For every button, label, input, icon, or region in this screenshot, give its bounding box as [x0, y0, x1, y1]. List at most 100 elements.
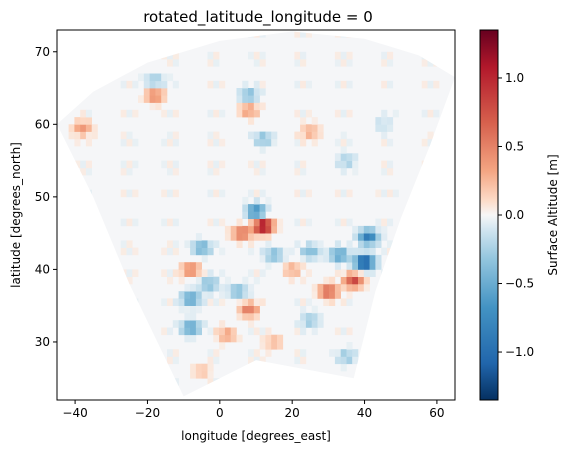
heatmap-cell — [161, 269, 168, 277]
heatmap-cell — [138, 95, 145, 103]
heatmap-cell — [80, 59, 87, 67]
heatmap-cell — [172, 349, 179, 357]
heatmap-cell — [329, 291, 336, 299]
heatmap-cell — [120, 189, 127, 198]
heatmap-cell — [317, 124, 324, 132]
heatmap-cell — [346, 349, 353, 357]
heatmap-cell — [346, 327, 353, 336]
heatmap-cell — [190, 320, 197, 328]
heatmap-cell — [74, 117, 81, 125]
heatmap-cell — [294, 80, 301, 89]
heatmap-cell — [375, 124, 382, 132]
heatmap-cell — [381, 80, 388, 89]
heatmap-cell — [74, 218, 81, 227]
heatmap-cell — [242, 298, 249, 306]
heatmap-cell — [329, 349, 336, 357]
heatmap-cell — [282, 254, 289, 263]
heatmap-cell — [381, 276, 388, 285]
heatmap-cell — [167, 160, 174, 169]
heatmap-cell — [155, 102, 162, 111]
heatmap-cell — [253, 80, 260, 89]
heatmap-cell — [305, 298, 312, 306]
heatmap-cell — [201, 240, 208, 248]
heatmap-cell — [120, 131, 127, 140]
heatmap-cell — [248, 204, 255, 212]
heatmap-cell — [387, 276, 394, 285]
heatmap-cell — [190, 298, 197, 306]
heatmap-cell — [195, 240, 202, 248]
heatmap-cell — [242, 283, 249, 292]
heatmap-cell — [195, 262, 202, 270]
heatmap-cell — [381, 31, 388, 38]
heatmap-cell — [329, 247, 336, 256]
heatmap-cell — [248, 189, 255, 198]
heatmap-cell — [427, 59, 434, 67]
heatmap-cell — [219, 189, 226, 198]
heatmap-cell — [253, 138, 260, 147]
heatmap-cell — [253, 349, 260, 357]
heatmap-cell — [300, 298, 307, 306]
heatmap-cell — [184, 312, 191, 321]
heatmap-cell — [161, 298, 168, 306]
heatmap-cell — [346, 80, 353, 89]
heatmap-cell — [120, 51, 127, 60]
heatmap-cell — [80, 167, 87, 176]
heatmap-cell — [242, 312, 249, 321]
heatmap-cell — [120, 59, 127, 67]
heatmap-cell — [248, 117, 255, 125]
heatmap-cell — [132, 378, 139, 386]
heatmap-cell — [207, 247, 214, 256]
heatmap-cell — [259, 167, 266, 176]
heatmap-cell — [120, 138, 127, 147]
heatmap-cell — [172, 218, 179, 227]
heatmap-cell — [132, 80, 139, 89]
heatmap-cell — [253, 102, 260, 111]
heatmap-cell — [363, 225, 370, 234]
heatmap-cell — [421, 349, 428, 357]
heatmap-cell — [253, 218, 260, 227]
heatmap-cell — [161, 138, 168, 147]
heatmap-cell — [178, 298, 185, 306]
heatmap-cell — [334, 269, 341, 277]
heatmap-cell — [167, 378, 174, 386]
heatmap-cell — [248, 298, 255, 306]
heatmap-cell — [427, 298, 434, 306]
heatmap-cell — [259, 269, 266, 277]
heatmap-cell — [213, 327, 220, 336]
heatmap-cell — [224, 327, 231, 336]
heatmap-cell — [207, 291, 214, 299]
heatmap-cell — [259, 218, 266, 227]
heatmap-cell — [340, 276, 347, 285]
heatmap-cell — [167, 51, 174, 60]
heatmap-cell — [334, 262, 341, 270]
heatmap-cell — [363, 283, 370, 292]
heatmap-cell — [317, 240, 324, 248]
heatmap-cell — [259, 211, 266, 219]
heatmap-cell — [207, 356, 214, 365]
heatmap-cell — [387, 167, 394, 176]
heatmap-cell — [375, 254, 382, 263]
heatmap-cell — [167, 31, 174, 38]
colorbar-tick-label: −0.5 — [505, 277, 534, 291]
heatmap-cell — [340, 167, 347, 176]
heatmap-cell — [80, 240, 87, 248]
heatmap-cell — [277, 247, 284, 256]
heatmap-cell — [213, 51, 220, 60]
heatmap-cell — [294, 378, 301, 386]
heatmap-cell — [190, 247, 197, 256]
heatmap-cell — [230, 225, 237, 234]
heatmap-cell — [311, 240, 318, 248]
heatmap-cell — [433, 59, 440, 67]
heatmap-cell — [161, 378, 168, 386]
heatmap-cell — [201, 269, 208, 277]
heatmap-cell — [68, 131, 75, 140]
heatmap-cell — [172, 167, 179, 176]
heatmap-cell — [207, 138, 214, 147]
y-tick-label: 70 — [35, 45, 50, 59]
heatmap-cell — [265, 225, 272, 234]
heatmap-cell — [265, 204, 272, 212]
heatmap-cell — [427, 218, 434, 227]
axes-frame — [56, 29, 456, 401]
heatmap-cell — [224, 283, 231, 292]
heatmap-cell — [219, 160, 226, 169]
